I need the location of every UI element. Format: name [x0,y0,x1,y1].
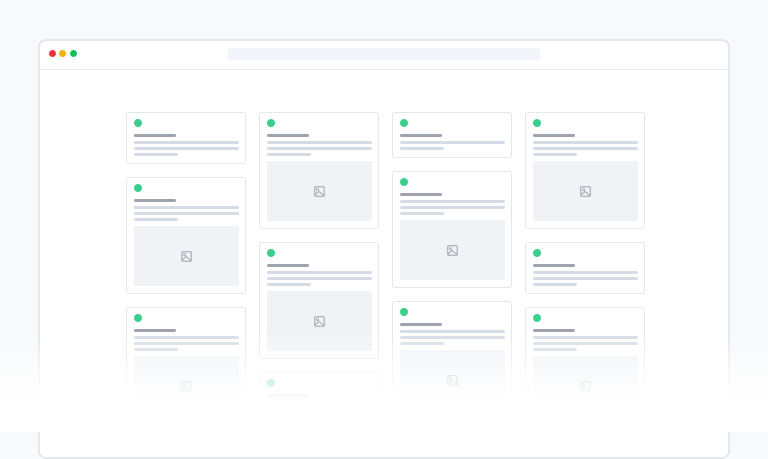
card-title-placeholder [400,134,442,137]
image-icon [314,185,325,197]
image-icon [181,380,192,392]
text-line-placeholder [533,147,638,150]
image-icon [447,374,458,386]
image-icon [580,380,591,392]
card[interactable] [126,307,246,424]
text-line-placeholder [134,141,239,144]
close-button[interactable] [49,50,56,57]
text-line-placeholder [400,212,444,215]
card[interactable] [126,112,246,164]
status-dot [533,119,541,127]
text-line-placeholder [533,141,638,144]
grid-column [126,112,246,424]
card[interactable] [392,112,512,158]
image-placeholder [134,226,239,286]
card-title-placeholder [134,199,176,202]
status-dot [134,119,142,127]
text-line-placeholder [533,153,577,156]
address-bar[interactable] [228,48,540,60]
image-placeholder [134,356,239,416]
text-line-placeholder [533,277,638,280]
minimize-button[interactable] [59,50,66,57]
image-placeholder [533,161,638,221]
card[interactable] [525,112,645,229]
text-line-placeholder [267,153,311,156]
text-line-placeholder [400,206,505,209]
text-line-placeholder [134,342,239,345]
status-dot [267,119,275,127]
grid-column [392,112,512,424]
image-icon [447,244,458,256]
text-line-placeholder [533,342,638,345]
status-dot [134,184,142,192]
maximize-button[interactable] [70,50,77,57]
text-line-placeholder [267,407,372,410]
browser-window [38,39,730,459]
image-icon [580,185,591,197]
status-dot [400,178,408,186]
card[interactable] [525,307,645,424]
text-line-placeholder [267,401,372,404]
text-line-placeholder [533,336,638,339]
image-icon [181,250,192,262]
text-line-placeholder [267,141,372,144]
text-line-placeholder [267,271,372,274]
title-bar [40,41,728,70]
image-placeholder [400,350,505,410]
text-line-placeholder [400,141,505,144]
card-title-placeholder [400,323,442,326]
text-line-placeholder [267,413,311,416]
status-dot [267,379,275,387]
text-line-placeholder [267,147,372,150]
text-line-placeholder [400,336,505,339]
text-line-placeholder [267,277,372,280]
text-line-placeholder [134,206,239,209]
status-dot [400,119,408,127]
image-placeholder [533,356,638,416]
text-line-placeholder [134,336,239,339]
card-title-placeholder [533,329,575,332]
card-title-placeholder [267,394,309,397]
card-title-placeholder [267,134,309,137]
card-title-placeholder [400,193,442,196]
image-icon [314,315,325,327]
text-line-placeholder [134,147,239,150]
card[interactable] [392,171,512,288]
card[interactable] [259,372,379,424]
grid-column [259,112,379,424]
masonry-grid [126,112,645,424]
card-title-placeholder [134,329,176,332]
text-line-placeholder [533,271,638,274]
status-dot [134,314,142,322]
card-title-placeholder [134,134,176,137]
status-dot [533,249,541,257]
status-dot [400,308,408,316]
card-title-placeholder [533,134,575,137]
text-line-placeholder [400,147,444,150]
text-line-placeholder [400,200,505,203]
card-title-placeholder [533,264,575,267]
text-line-placeholder [400,330,505,333]
text-line-placeholder [134,212,239,215]
card-title-placeholder [267,264,309,267]
card[interactable] [259,112,379,229]
card[interactable] [126,177,246,294]
image-placeholder [400,220,505,280]
text-line-placeholder [134,153,178,156]
text-line-placeholder [267,283,311,286]
image-placeholder [267,161,372,221]
status-dot [267,249,275,257]
status-dot [533,314,541,322]
text-line-placeholder [400,342,444,345]
card[interactable] [525,242,645,294]
image-placeholder [267,291,372,351]
card[interactable] [259,242,379,359]
grid-column [525,112,645,424]
text-line-placeholder [533,348,577,351]
text-line-placeholder [134,348,178,351]
text-line-placeholder [533,283,577,286]
card[interactable] [392,301,512,418]
text-line-placeholder [134,218,178,221]
